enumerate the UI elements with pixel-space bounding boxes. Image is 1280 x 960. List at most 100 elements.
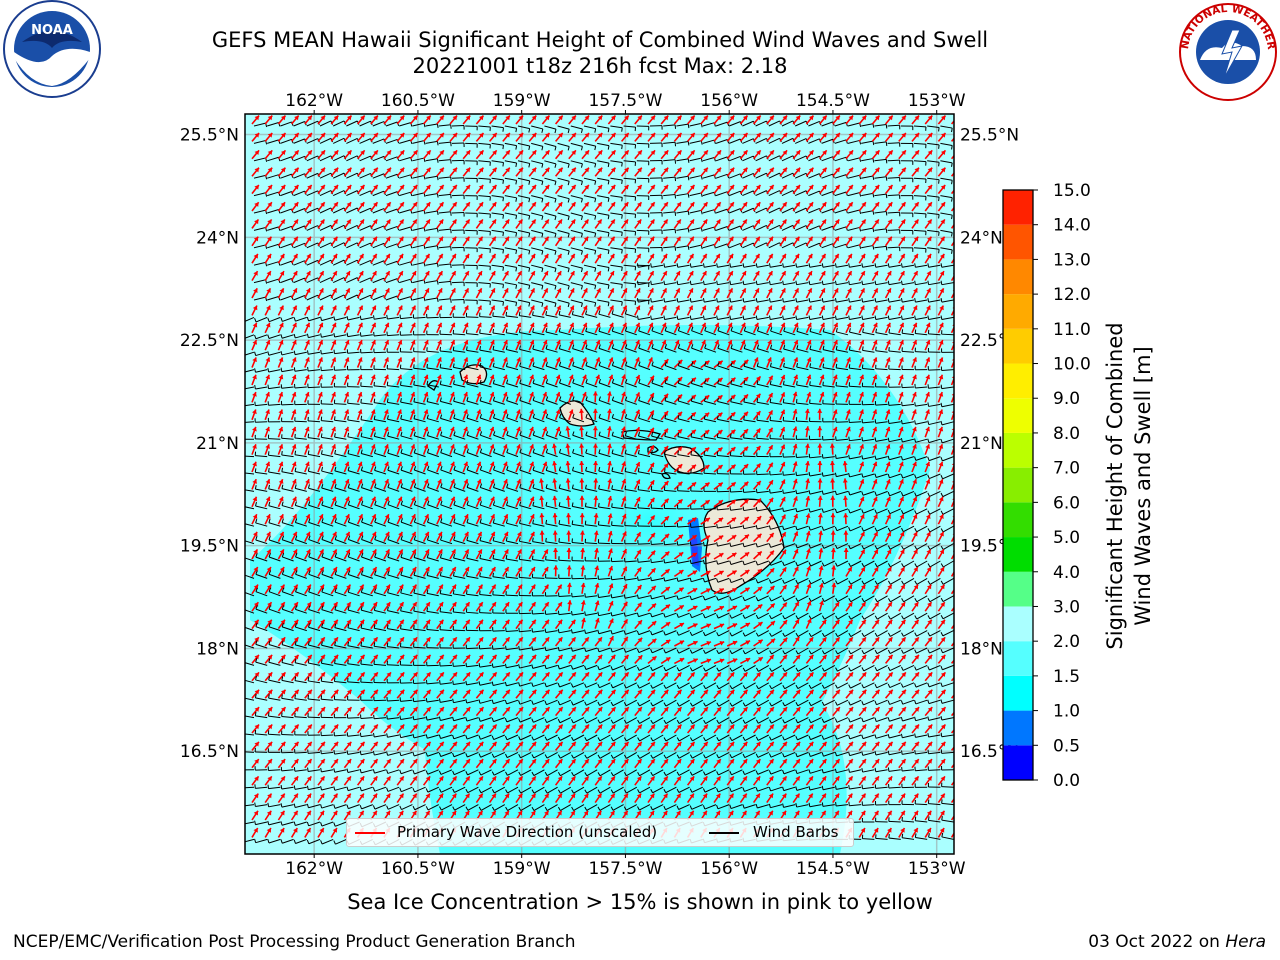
wind-barb [399, 139, 411, 144]
wave-arrow-head [437, 340, 442, 345]
wave-arrow-head [663, 115, 669, 121]
wind-barb-flag [479, 431, 483, 436]
wave-arrow-head [516, 305, 522, 311]
wind-barb-flag [436, 228, 439, 233]
wind-barb [479, 400, 492, 405]
wave-arrow-head [595, 340, 601, 345]
wave-arrow-head [835, 115, 840, 121]
wind-barb-flag [848, 298, 850, 303]
wind-barb [253, 244, 266, 249]
wind-barb-flag [492, 396, 496, 401]
wave-arrow-head [872, 426, 878, 432]
wind-barb [359, 172, 371, 179]
wave-direction-arrow [950, 308, 954, 316]
wind-barb [887, 211, 900, 214]
wind-barb [730, 264, 743, 268]
wave-arrow-head [490, 305, 495, 311]
wind-barb [822, 316, 835, 320]
wave-arrow-head [874, 236, 879, 242]
wave-arrow-head [410, 340, 416, 345]
wave-arrow-head [478, 253, 483, 259]
wind-barb [387, 368, 400, 371]
wind-barb [504, 264, 517, 268]
wave-arrow-head [691, 360, 696, 365]
wave-arrow-head [529, 322, 535, 328]
wave-arrow-head [756, 115, 761, 121]
wave-arrow-head [582, 374, 587, 380]
wind-barb [506, 400, 519, 405]
wave-arrow-head [925, 374, 931, 380]
wind-barb-flag [964, 181, 965, 185]
wind-barb-flag [320, 349, 322, 355]
wind-barb [268, 369, 281, 373]
wind-barb [757, 365, 769, 371]
wave-arrow-head [569, 357, 574, 363]
wave-arrow-head [742, 132, 748, 138]
wind-barb [400, 435, 413, 440]
wind-barb-flag [242, 502, 243, 506]
wind-barb [440, 367, 453, 371]
wave-arrow-head [755, 253, 760, 259]
wind-barb-flag [795, 471, 798, 476]
wind-barb [729, 173, 741, 179]
wind-barb-flag [607, 145, 610, 150]
wind-barb [690, 436, 703, 440]
wind-barb [940, 177, 953, 181]
wave-arrow-head [584, 115, 590, 121]
wave-arrow-head [702, 219, 708, 225]
wind-barb [308, 334, 321, 339]
wave-arrow-head [423, 409, 429, 415]
wind-barb-flag [294, 450, 297, 455]
wind-barb-flag [690, 432, 693, 437]
wave-arrow-head [399, 202, 404, 207]
wind-barb [822, 264, 835, 268]
wave-arrow-head [954, 168, 958, 173]
wave-arrow-head [253, 271, 258, 276]
wind-barb [783, 330, 796, 336]
wave-arrow-head [489, 409, 495, 415]
wind-barb [915, 282, 928, 286]
wind-barb-flag [690, 414, 693, 420]
wind-barb [332, 155, 345, 162]
wind-barb-flag [704, 326, 707, 331]
wave-arrow-head [582, 305, 588, 311]
wind-barb-flag [572, 413, 575, 418]
wind-barb-flag [541, 302, 544, 307]
map-area[interactable] [241, 114, 965, 854]
wind-barb [783, 384, 796, 388]
wind-barb-flag [519, 345, 521, 350]
wind-barb-flag [809, 363, 812, 368]
wind-barb-flag [466, 363, 468, 368]
wind-barb-flag [492, 379, 495, 384]
wind-barb [583, 282, 596, 286]
wind-barb [770, 420, 783, 423]
wave-arrow-head [571, 115, 576, 121]
wave-arrow-head [663, 359, 669, 364]
wave-arrow-head [318, 392, 323, 397]
wind-barb-flag [650, 280, 652, 285]
wind-barb-flag [607, 302, 610, 307]
wave-arrow-head [742, 150, 748, 156]
wind-barb [625, 417, 637, 423]
wind-barb-flag [580, 233, 583, 238]
wave-arrow-head [267, 184, 273, 190]
wave-arrow-head [675, 271, 681, 276]
wind-barb [453, 366, 466, 371]
wind-barb [861, 140, 874, 144]
wind-barb [638, 347, 651, 353]
wind-barb-flag [607, 284, 610, 289]
island-kahoolawe [661, 472, 671, 480]
wave-arrow-head [663, 219, 668, 225]
wave-arrow-head [399, 184, 405, 190]
wind-barb-flag [742, 298, 745, 303]
wind-barb [572, 417, 585, 423]
wind-barb [294, 386, 307, 389]
wave-arrow-head [384, 340, 390, 345]
wind-barb-flag [320, 316, 323, 321]
wind-barb-flag [580, 250, 583, 255]
wind-barb-flag [479, 329, 481, 334]
wave-arrow-head [899, 340, 904, 345]
wave-arrow-head [887, 184, 893, 190]
wind-barb [544, 212, 557, 217]
wind-barb [928, 421, 941, 426]
